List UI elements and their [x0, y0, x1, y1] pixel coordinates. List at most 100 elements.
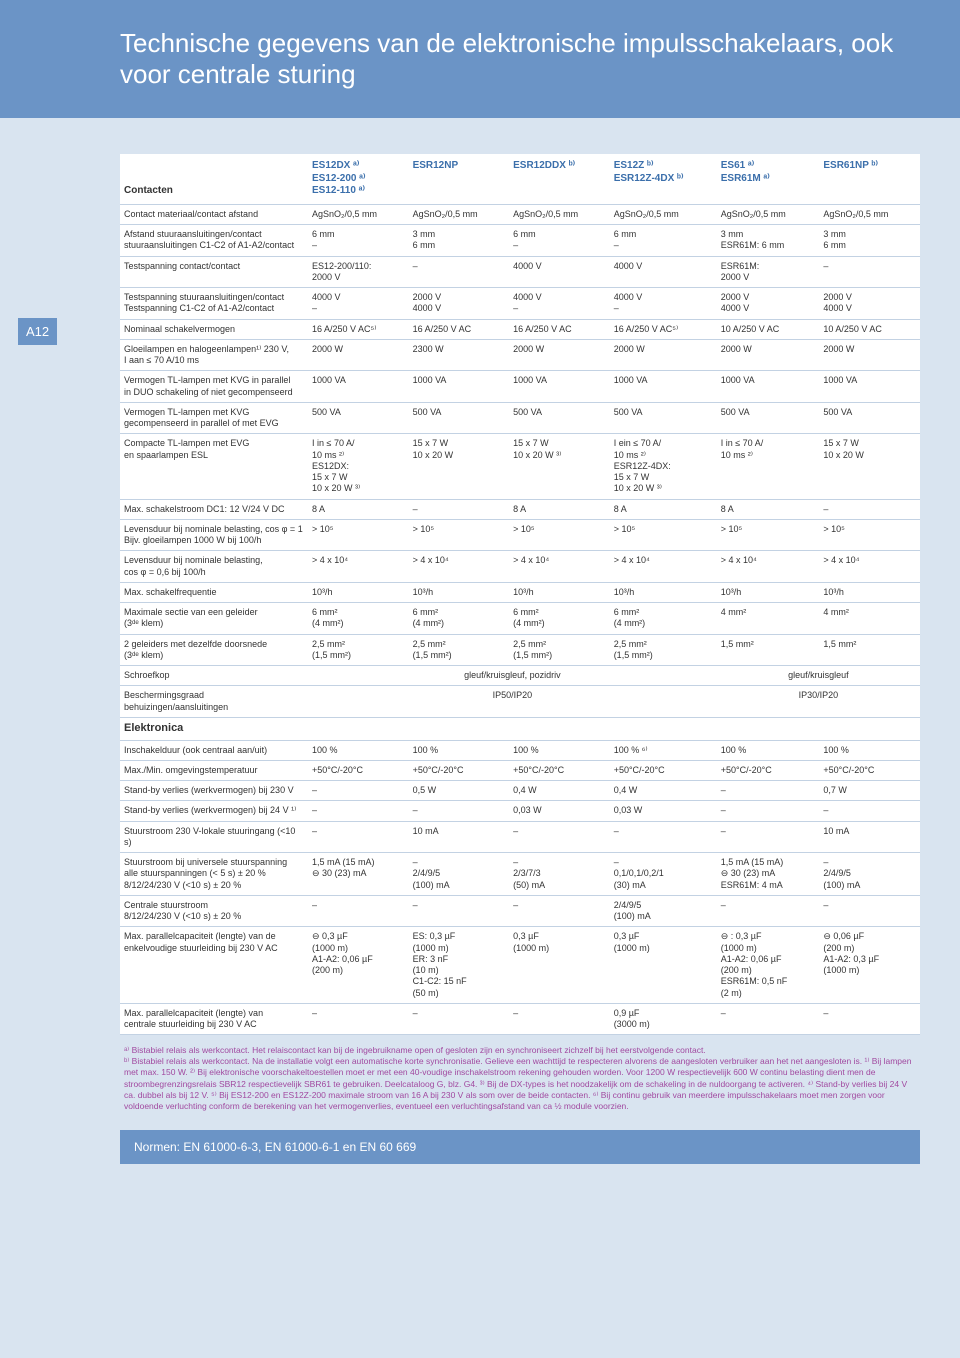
- cell: AgSnO₂/0,5 mm: [819, 204, 920, 224]
- cell: –: [819, 256, 920, 288]
- cell: I in ≤ 70 A/ 10 ms ²⁾: [717, 434, 820, 499]
- cell: –: [509, 895, 610, 927]
- cell: 6 mm –: [308, 225, 409, 257]
- cell: > 4 x 10⁴: [819, 551, 920, 583]
- table-row: Schroefkopgleuf/kruisgleuf, pozidrivgleu…: [120, 666, 920, 686]
- cell: 2,5 mm² (1,5 mm²): [308, 634, 409, 666]
- cell: 4000 V: [509, 256, 610, 288]
- col-header: ES12Z ᵇ⁾ ESR12Z-4DX ᵇ⁾: [610, 154, 717, 204]
- cell: 0,7 W: [819, 781, 920, 801]
- cell: ES12-200/110: 2000 V: [308, 256, 409, 288]
- cell: +50°C/-20°C: [717, 760, 820, 780]
- col-header: ESR61NP ᵇ⁾: [819, 154, 920, 204]
- row-label: Stuurstroom bij universele stuurspanning…: [120, 853, 308, 896]
- cell: 3 mm 6 mm: [819, 225, 920, 257]
- cell: > 10⁵: [308, 519, 409, 551]
- cell: 15 x 7 W 10 x 20 W: [409, 434, 510, 499]
- table-row: Vermogen TL-lampen met KVG gecompenseerd…: [120, 402, 920, 434]
- cell: 6 mm² (4 mm²): [610, 603, 717, 635]
- cell: 8 A: [308, 499, 409, 519]
- cell: 100 %: [819, 740, 920, 760]
- cell: IP50/IP20: [308, 686, 717, 718]
- cell: –: [308, 1003, 409, 1035]
- cell: –: [409, 895, 510, 927]
- table-row: Stand-by verlies (werkvermogen) bij 230 …: [120, 781, 920, 801]
- cell: 100 %: [308, 740, 409, 760]
- cell: AgSnO₂/0,5 mm: [610, 204, 717, 224]
- cell: –: [819, 801, 920, 821]
- cell: 500 VA: [717, 402, 820, 434]
- table-row: Max./Min. omgevingstemperatuur+50°C/-20°…: [120, 760, 920, 780]
- cell: –: [610, 821, 717, 853]
- cell: –: [509, 1003, 610, 1035]
- norms-text: Normen: EN 61000-6-3, EN 61000-6-1 en EN…: [134, 1140, 416, 1154]
- col-header: ES12DX ᵃ⁾ ES12-200 ᵃ⁾ ES12-110 ᵃ⁾: [308, 154, 409, 204]
- cell: 1000 VA: [409, 371, 510, 403]
- table-row: Compacte TL-lampen met EVG en spaarlampe…: [120, 434, 920, 499]
- cell: 15 x 7 W 10 x 20 W: [819, 434, 920, 499]
- cell: 1000 VA: [308, 371, 409, 403]
- cell: 1000 VA: [610, 371, 717, 403]
- cell: 8 A: [610, 499, 717, 519]
- spec-table: Contacten ES12DX ᵃ⁾ ES12-200 ᵃ⁾ ES12-110…: [120, 154, 920, 1035]
- row-label: Gloeilampen en halogeenlampen¹⁾ 230 V, I…: [120, 339, 308, 371]
- cell: 2,5 mm² (1,5 mm²): [409, 634, 510, 666]
- cell: ⊖ 0,06 µF (200 m) A1-A2: 0,3 µF (1000 m): [819, 927, 920, 1004]
- table-row: Contact materiaal/contact afstandAgSnO₂/…: [120, 204, 920, 224]
- cell: –: [819, 1003, 920, 1035]
- cell: > 4 x 10⁴: [717, 551, 820, 583]
- row-label: Levensduur bij nominale belasting, cos φ…: [120, 519, 308, 551]
- cell: 2,5 mm² (1,5 mm²): [509, 634, 610, 666]
- cell: +50°C/-20°C: [819, 760, 920, 780]
- cell: 10³/h: [509, 582, 610, 602]
- cell: –: [409, 256, 510, 288]
- table-row: Max. schakelfrequentie10³/h10³/h10³/h10³…: [120, 582, 920, 602]
- cell: > 10⁵: [610, 519, 717, 551]
- row-label: Nominaal schakelvermogen: [120, 319, 308, 339]
- cell: –: [308, 781, 409, 801]
- cell: 6 mm –: [509, 225, 610, 257]
- page-header: Technische gegevens van de elektronische…: [0, 0, 960, 118]
- cell: –: [509, 821, 610, 853]
- col-header: ESR12NP: [409, 154, 510, 204]
- cell: 10 A/250 V AC: [717, 319, 820, 339]
- cell: 2000 V 4000 V: [819, 288, 920, 320]
- cell: 4 mm²: [717, 603, 820, 635]
- cell: ES: 0,3 µF (1000 m) ER: 3 nF (10 m) C1-C…: [409, 927, 510, 1004]
- cell: 1,5 mm²: [717, 634, 820, 666]
- table-header-row: Contacten ES12DX ᵃ⁾ ES12-200 ᵃ⁾ ES12-110…: [120, 154, 920, 204]
- cell: 10³/h: [717, 582, 820, 602]
- row-label: Testspanning contact/contact: [120, 256, 308, 288]
- row-label: Max./Min. omgevingstemperatuur: [120, 760, 308, 780]
- cell: ESR61M: 2000 V: [717, 256, 820, 288]
- cell: 10 mA: [409, 821, 510, 853]
- cell: 2000 W: [509, 339, 610, 371]
- table-row: Max. parallelcapaciteit (lengte) van cen…: [120, 1003, 920, 1035]
- cell: 1000 VA: [717, 371, 820, 403]
- row-label: 2 geleiders met dezelfde doorsnede (3ᵈᵉ …: [120, 634, 308, 666]
- cell: ⊖ 0,3 µF (1000 m) A1-A2: 0,06 µF (200 m): [308, 927, 409, 1004]
- cell: 0,9 µF (3000 m): [610, 1003, 717, 1035]
- cell: 1,5 mA (15 mA) ⊖ 30 (23) mA: [308, 853, 409, 896]
- cell: > 10⁵: [819, 519, 920, 551]
- cell: – 0,1/0,1/0,2/1 (30) mA: [610, 853, 717, 896]
- table-row: Gloeilampen en halogeenlampen¹⁾ 230 V, I…: [120, 339, 920, 371]
- page-number-label: A12: [18, 318, 57, 345]
- cell: > 4 x 10⁴: [610, 551, 717, 583]
- cell: +50°C/-20°C: [610, 760, 717, 780]
- cell: AgSnO₂/0,5 mm: [409, 204, 510, 224]
- cell: 4 mm²: [819, 603, 920, 635]
- cell: 1000 VA: [819, 371, 920, 403]
- row-label: Stand-by verlies (werkvermogen) bij 230 …: [120, 781, 308, 801]
- cell: –: [409, 801, 510, 821]
- cell: AgSnO₂/0,5 mm: [308, 204, 409, 224]
- cell: 16 A/250 V AC: [409, 319, 510, 339]
- cell: > 10⁵: [717, 519, 820, 551]
- row-label: Max. parallelcapaciteit (lengte) van de …: [120, 927, 308, 1004]
- cell: 2300 W: [409, 339, 510, 371]
- cell: –: [717, 781, 820, 801]
- cell: +50°C/-20°C: [308, 760, 409, 780]
- cell: –: [409, 1003, 510, 1035]
- cell: 3 mm 6 mm: [409, 225, 510, 257]
- cell: –: [308, 801, 409, 821]
